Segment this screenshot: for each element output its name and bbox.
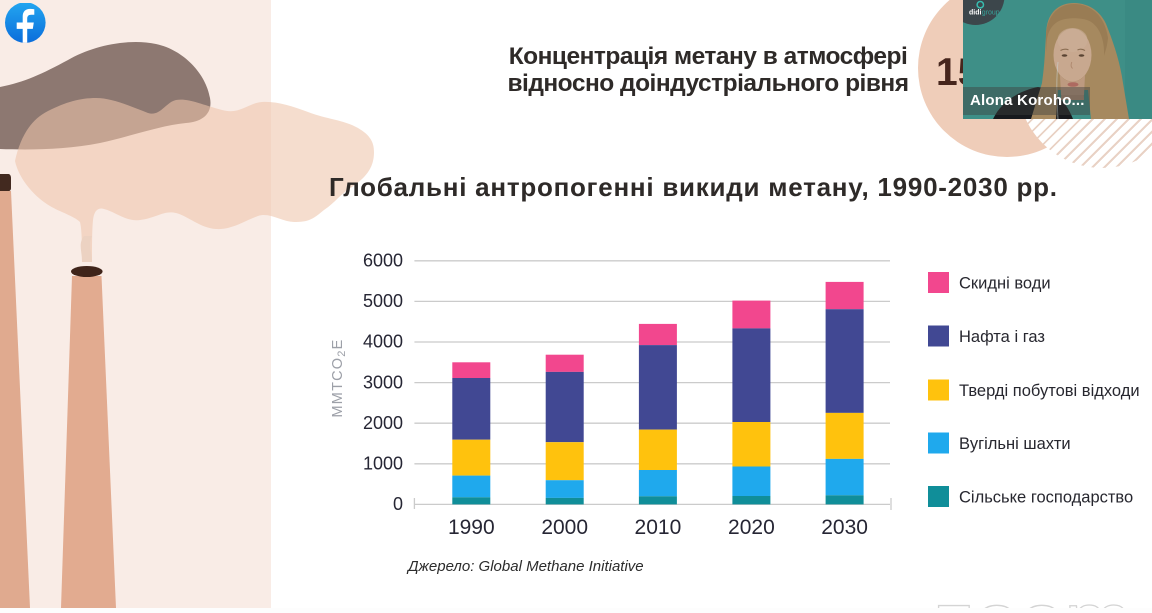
svg-text:6000: 6000	[363, 251, 403, 271]
svg-text:4000: 4000	[363, 332, 403, 352]
svg-text:2010: 2010	[635, 516, 682, 539]
svg-text:Нафта і газ: Нафта і газ	[959, 328, 1045, 346]
svg-text:2020: 2020	[728, 516, 775, 539]
svg-text:2030: 2030	[821, 516, 868, 539]
svg-text:3000: 3000	[363, 372, 403, 392]
svg-text:Вугільні шахти: Вугільні шахти	[959, 435, 1071, 453]
svg-text:0: 0	[393, 494, 403, 514]
svg-text:MMTCO2E: MMTCO2E	[330, 339, 348, 418]
svg-text:Тверді побутові відходи: Тверді побутові відходи	[959, 382, 1140, 400]
svg-text:didi: didi	[969, 9, 981, 16]
svg-text:group: group	[982, 9, 1000, 16]
svg-text:1000: 1000	[363, 454, 403, 474]
svg-text:5000: 5000	[363, 291, 403, 311]
svg-text:2000: 2000	[541, 516, 588, 539]
svg-text:1990: 1990	[448, 516, 495, 539]
svg-text:2000: 2000	[363, 413, 403, 433]
svg-text:Скидні води: Скидні води	[959, 275, 1051, 293]
svg-text:Сільське господарство: Сільське господарство	[959, 489, 1133, 507]
